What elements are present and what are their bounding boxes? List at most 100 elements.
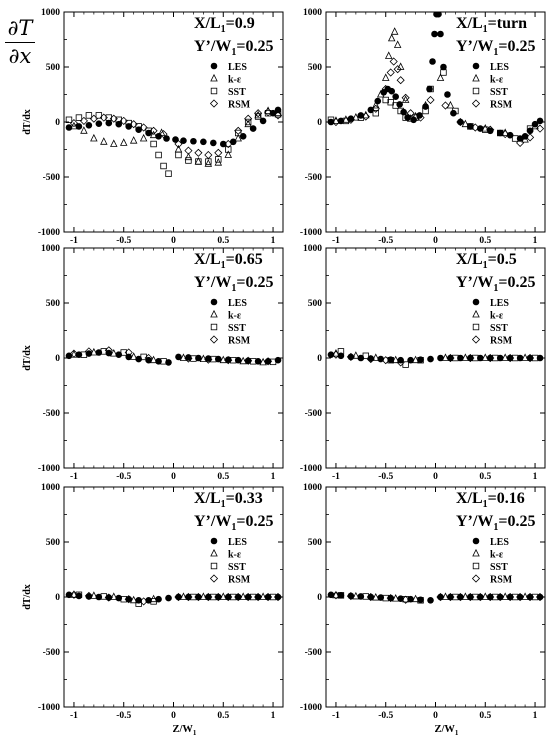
data-point-k — [179, 592, 188, 600]
data-point-les — [75, 123, 83, 130]
data-point-les — [185, 593, 192, 601]
data-point-k — [342, 115, 350, 123]
data-point-sst — [85, 112, 93, 119]
legend-label: k-ε — [490, 550, 504, 561]
data-point-k — [100, 137, 108, 145]
panel-title-y: Y’/W1=0.25 — [456, 38, 535, 58]
data-point-les — [175, 593, 182, 601]
data-point-sst — [235, 129, 242, 137]
x-axis-label: Z/W1 — [172, 724, 196, 737]
data-point-sst — [160, 162, 167, 170]
panel-title-x: X/L1=0.9 — [194, 15, 255, 35]
data-point-k — [393, 40, 402, 48]
data-point-sst — [225, 146, 232, 153]
data-point-les — [115, 120, 123, 128]
legend-label: k-ε — [490, 311, 504, 322]
data-point-k — [381, 73, 390, 81]
legend-label: LES — [490, 298, 509, 309]
x-axis-label: Z/W1 — [434, 724, 458, 737]
y-tick-label: 500 — [308, 299, 323, 309]
data-point-rsm — [194, 148, 203, 157]
data-point-les — [214, 355, 222, 363]
data-point-k — [501, 592, 509, 600]
data-point-les — [506, 354, 514, 362]
data-point-k — [80, 126, 88, 134]
data-point-k — [390, 27, 399, 35]
data-point-rsm — [396, 76, 405, 85]
data-point-k — [461, 592, 470, 600]
y-axis-label: dT/dx — [22, 345, 33, 371]
data-point-les — [244, 593, 252, 601]
data-point-les — [496, 129, 504, 137]
data-point-les — [155, 595, 162, 603]
legend-marker-diamond-open — [471, 335, 481, 344]
data-point-les — [476, 354, 484, 362]
legend-label: k-ε — [228, 311, 242, 322]
data-point-les — [377, 594, 385, 601]
y-axis-label: dT/dx — [22, 584, 33, 610]
data-point-les — [526, 354, 534, 362]
data-point-les — [185, 354, 192, 361]
legend-marker-triangle-open — [210, 73, 218, 82]
x-tick-label: -0.5 — [378, 711, 393, 721]
data-point-les — [457, 593, 464, 601]
data-point-k — [332, 349, 340, 357]
y-axis-label: dT/dx — [22, 109, 33, 135]
data-point-k — [441, 353, 450, 361]
data-point-les — [264, 593, 272, 601]
data-point-les — [75, 351, 83, 359]
data-point-k — [110, 349, 118, 357]
x-tick-label: 0.5 — [217, 472, 229, 482]
data-point-sst — [95, 112, 103, 119]
x-tick-label: 0.5 — [479, 472, 491, 482]
data-point-k — [461, 119, 470, 128]
data-point-les — [429, 58, 436, 65]
data-point-les — [407, 356, 414, 364]
data-point-k — [110, 139, 118, 147]
data-point-k — [332, 590, 340, 599]
data-point-les — [254, 593, 262, 601]
data-point-les — [163, 135, 170, 142]
data-point-k — [129, 136, 138, 144]
x-tick-label: -1 — [332, 472, 340, 482]
data-point-les — [392, 93, 399, 100]
x-tick-label: 0 — [433, 711, 438, 721]
data-point-k — [411, 355, 420, 364]
data-point-sst — [150, 140, 157, 148]
data-point-k — [501, 128, 509, 136]
data-point-k — [239, 356, 247, 365]
data-point-k — [219, 592, 228, 600]
y-tick-label: 0 — [55, 354, 60, 364]
data-point-les — [105, 119, 113, 127]
y-tick-label: -1000 — [38, 464, 60, 474]
data-point-les — [447, 593, 454, 601]
data-point-les — [347, 353, 355, 361]
x-tick-label: -1 — [332, 236, 340, 246]
y-tick-label: 1000 — [303, 483, 322, 493]
data-point-les — [516, 354, 524, 362]
chart-panel-3: -1000 -500 0 500 1000 -1 -0.5 0 0.5 1 dT/dx X/L1=0.… — [22, 244, 284, 482]
data-point-k — [411, 594, 420, 603]
panel-title-x: X/L1=0.65 — [194, 251, 263, 271]
legend-marker-circle-filled — [210, 62, 218, 70]
legend-label: LES — [228, 62, 247, 73]
data-point-les — [447, 354, 454, 362]
data-point-les — [337, 117, 345, 125]
data-point-sst — [205, 158, 212, 165]
data-point-les — [145, 129, 152, 137]
data-point-les — [427, 597, 434, 604]
data-point-les — [486, 354, 494, 362]
legend-label: SST — [490, 87, 508, 98]
data-point-les — [457, 118, 464, 126]
legend-marker-diamond-open — [209, 335, 219, 344]
data-point-k — [352, 591, 360, 600]
legend-label: LES — [228, 298, 247, 309]
data-point-sst — [372, 110, 379, 117]
data-points — [65, 590, 283, 607]
data-point-les — [337, 352, 345, 360]
data-point-les — [274, 593, 282, 601]
legend-marker-diamond-open — [471, 574, 481, 583]
y-tick-label: -1000 — [300, 703, 322, 713]
y-tick-label: -500 — [43, 648, 61, 658]
panel-title-x: X/L1=turn — [456, 15, 527, 35]
